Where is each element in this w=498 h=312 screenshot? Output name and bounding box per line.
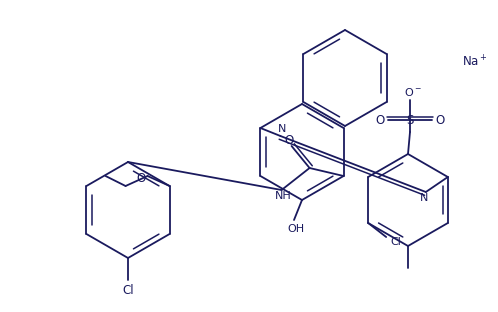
Text: O: O <box>136 173 145 186</box>
Text: O: O <box>375 114 384 126</box>
Text: Na$^+$: Na$^+$ <box>462 54 488 70</box>
Text: O: O <box>284 134 293 147</box>
Text: N: N <box>420 193 428 203</box>
Text: O$^-$: O$^-$ <box>404 86 422 98</box>
Text: OH: OH <box>287 224 305 234</box>
Text: S: S <box>406 114 414 126</box>
Text: NH: NH <box>275 191 292 201</box>
Text: O: O <box>435 114 445 126</box>
Text: Cl: Cl <box>391 237 401 247</box>
Text: N: N <box>278 124 287 134</box>
Text: Cl: Cl <box>122 284 134 296</box>
